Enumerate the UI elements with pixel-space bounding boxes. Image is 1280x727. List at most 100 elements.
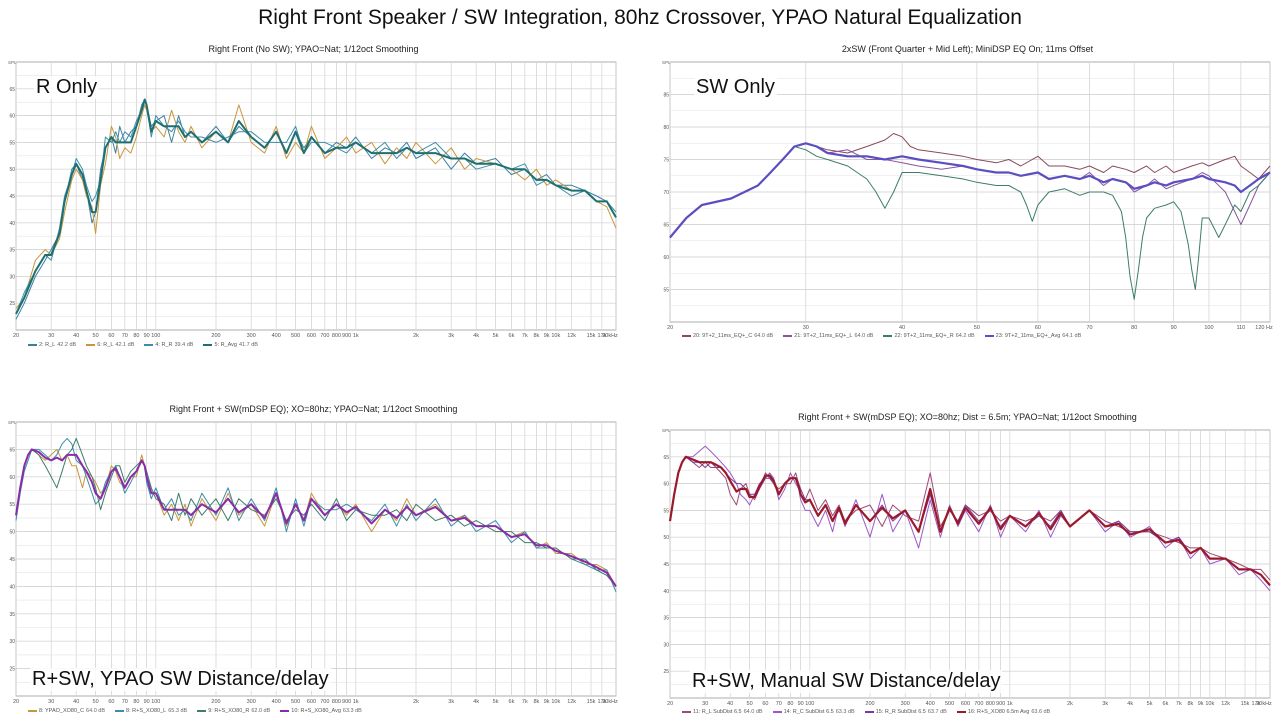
y-tick-label: 65 <box>663 223 669 229</box>
y-tick-label: 50 <box>663 535 669 541</box>
x-tick-label: 400 <box>926 701 935 707</box>
x-tick-label: 50 <box>974 325 980 331</box>
x-tick-label: 17k <box>597 333 606 339</box>
x-tick-label: 10k <box>1205 701 1214 707</box>
x-tick-label: 800 <box>332 333 341 339</box>
chart-overlay-label: SW Only <box>694 76 777 99</box>
y-tick-label: 80 <box>663 125 669 131</box>
legend-item-value: 63.3 dB <box>835 709 855 715</box>
x-tick-label: 1k <box>353 333 359 339</box>
y-tick-label: 60 <box>9 114 15 120</box>
series-line-4 <box>15 448 617 587</box>
legend-item-value: 64.0 dB <box>754 333 774 339</box>
x-tick-label: 120 Hz <box>1255 325 1273 331</box>
legend-item: 5: R_Avg 41.7 dB <box>203 342 258 348</box>
y-tick-label: 30 <box>9 639 15 645</box>
x-tick-label: 2k <box>1067 701 1073 707</box>
legend-item-value: 41.7 dB <box>239 342 258 348</box>
legend-item-label: 5: R_Avg <box>214 342 237 348</box>
legend-item-label: 6: R_L <box>97 342 114 348</box>
y-tick-label: 40 <box>9 221 15 227</box>
x-tick-label: 30 <box>702 701 708 707</box>
x-tick-label: 40 <box>899 325 905 331</box>
x-tick-label: 15k <box>587 333 596 339</box>
y-axis-label: SPL <box>8 420 17 425</box>
y-tick-label: 25 <box>663 669 669 675</box>
x-tick-label: 6k <box>509 333 515 339</box>
x-tick-label: 60 <box>762 701 768 707</box>
y-tick-label: 30 <box>9 274 15 280</box>
legend-item-value: 42.2 dB <box>57 342 77 348</box>
x-tick-label: 20 <box>667 325 673 331</box>
y-tick-label: 70 <box>663 190 669 196</box>
x-tick-label: 30 <box>803 325 809 331</box>
x-tick-label: 70 <box>1086 325 1092 331</box>
x-tick-label: 700 <box>974 701 983 707</box>
legend-item-value: 64.0 dB <box>854 333 874 339</box>
x-tick-label: 400 <box>272 333 281 339</box>
y-tick-label: 85 <box>663 93 669 99</box>
legend-item: 8: R+S_XO80_L 65.3 dB <box>115 708 187 714</box>
legend-item-label: 4: R_R <box>155 342 173 348</box>
x-tick-label: 50 <box>93 333 99 339</box>
x-tick-label: 60 <box>108 699 114 705</box>
x-tick-label: 8k <box>534 699 540 705</box>
x-tick-label: 70 <box>122 333 128 339</box>
series-line-4 <box>669 142 1271 239</box>
y-tick-label: 35 <box>663 616 669 622</box>
legend-item-value: 42.1 dB <box>115 342 135 348</box>
x-tick-label: 700 <box>320 699 329 705</box>
y-tick-label: 65 <box>663 455 669 461</box>
x-tick-label: 20kHz <box>602 699 618 705</box>
x-tick-label: 900 <box>996 701 1005 707</box>
legend-item: 16: R+S_XO80 6.5m Avg 63.6 dB <box>956 709 1051 715</box>
legend-item-label: 9: R+S_XO80_R <box>208 708 250 714</box>
legend-item-value: 39.4 dB <box>174 342 194 348</box>
series-line-4 <box>668 455 1271 587</box>
x-tick-label: 700 <box>320 333 329 339</box>
chart-legend: 2: R_L 42.2 dB 6: R_L 42.1 dB 4: R_R 39.4 d… <box>28 342 258 348</box>
x-tick-label: 15k <box>587 699 596 705</box>
legend-item: 6: R_L 42.1 dB <box>86 342 134 348</box>
legend-item-label: 22: 9T+2_11ms_EQ+_R <box>894 333 954 339</box>
legend-item-label: 2: R_L <box>39 342 56 348</box>
chart-panel-right-front-only: Right Front (No SW); YPAO=Nat; 1/12oct S… <box>6 44 621 359</box>
legend-item-label: 8: R+S_XO80_L <box>126 708 167 714</box>
legend-item: 23: 9T+2_11ms_EQ+_Avg 64.1 dB <box>984 333 1082 339</box>
legend-item-value: 64.1 dB <box>1062 333 1082 339</box>
series-line-3 <box>15 437 617 587</box>
legend-item: 15: R_R SubDist 6.5 63.7 dB <box>864 709 947 715</box>
chart-overlay-label: R+SW, Manual SW Distance/delay <box>690 670 1003 693</box>
x-tick-label: 7k <box>522 333 528 339</box>
series-line-3 <box>15 99 617 315</box>
chart-legend: 20: 9T+2_11ms_EQ+_C 64.0 dB 21: 9T+2_11ms… <box>682 333 1081 339</box>
legend-item: 8: YPAO_XO80_C 64.0 dB <box>28 708 105 714</box>
x-tick-label: 7k <box>1176 701 1182 707</box>
legend-item-label: 8: YPAO_XO80_C <box>39 708 85 714</box>
main-title: Right Front Speaker / SW Integration, 80… <box>258 6 1022 29</box>
legend-item-value: 62.0 dB <box>251 708 271 714</box>
series-line-3 <box>669 146 1271 300</box>
x-tick-label: 80 <box>133 333 139 339</box>
frequency-response-chart: 20 30 40 50 60 70 80 90 100 110 120 Hz 55 60 65 70 75 80… <box>662 60 1273 331</box>
series-line-1 <box>15 448 617 587</box>
x-tick-label: 3k <box>448 333 454 339</box>
chart-title: Right Front + SW(mDSP EQ); XO=80hz; YPAO… <box>169 404 458 414</box>
x-tick-label: 100 <box>151 699 160 705</box>
x-tick-label: 7k <box>522 699 528 705</box>
legend-item-label: 11: R_L SubDist 6.5 <box>693 709 742 715</box>
x-tick-label: 12k <box>567 333 576 339</box>
y-tick-label: 65 <box>9 87 15 93</box>
x-tick-label: 20 <box>13 699 19 705</box>
legend-item-label: 10: R+S_XO80_Avg <box>291 708 341 714</box>
legend-item: 10: R+S_XO80_Avg 63.3 dB <box>280 708 362 714</box>
legend-item-label: 14: R_C SubDist 6.5 <box>783 709 834 715</box>
y-tick-label: 55 <box>663 288 669 294</box>
x-tick-label: 30 <box>48 699 54 705</box>
y-tick-label: 50 <box>9 530 15 536</box>
legend-item-value: 63.6 dB <box>1031 709 1051 715</box>
x-tick-label: 2k <box>413 333 419 339</box>
legend-item-label: 15: R_R SubDist 6.5 <box>875 709 926 715</box>
x-tick-label: 900 <box>342 333 351 339</box>
x-tick-label: 200 <box>865 701 874 707</box>
